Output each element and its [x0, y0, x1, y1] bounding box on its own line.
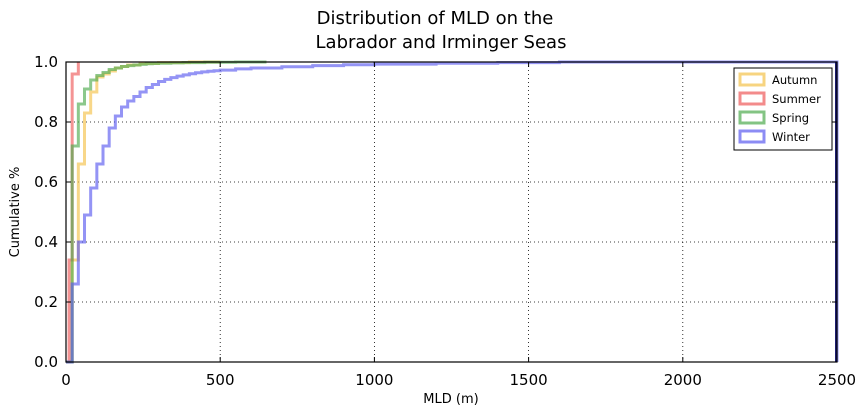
ticks: 0 500 1000 1500 2000 2500 0.0 0.2 0.4 0.6 0.8 1.0	[34, 53, 856, 389]
legend-label-summer: Summer	[772, 92, 821, 106]
legend-swatch-winter	[738, 129, 766, 144]
plot-frame	[65, 61, 838, 363]
chart-title-line-1: Distribution of MLD on the	[317, 8, 554, 29]
y-axis-label: Cumulative %	[8, 167, 23, 258]
y-tick-label: 0.4	[34, 233, 58, 251]
x-tick-label: 500	[206, 371, 235, 389]
y-tick-label: 0.0	[34, 353, 58, 371]
grid	[65, 61, 838, 363]
x-tick-label: 0	[61, 371, 71, 389]
legend-swatch-summer	[738, 91, 766, 106]
legend-swatch-autumn	[738, 72, 766, 87]
x-tick-label: 2000	[664, 371, 702, 389]
x-tick-label: 2500	[818, 371, 856, 389]
series-line-autumn	[66, 60, 221, 364]
x-tick-label: 1000	[355, 371, 393, 389]
legend-box	[733, 67, 833, 151]
y-tick-label: 1.0	[34, 53, 58, 71]
legend-label-winter: Winter	[772, 130, 810, 144]
legend-swatch-spring	[738, 110, 766, 125]
x-tick-label: 1500	[510, 371, 548, 389]
y-tick-label: 0.6	[34, 173, 58, 191]
legend: Autumn Summer Spring Winter	[733, 67, 833, 151]
x-axis-label: MLD (m)	[423, 392, 478, 407]
legend-label-autumn: Autumn	[772, 73, 817, 87]
y-tick-label: 0.2	[34, 293, 58, 311]
y-tick-label: 0.8	[34, 113, 58, 131]
series-layer	[66, 60, 839, 364]
chart-title-line-2: Labrador and Irminger Seas	[316, 32, 567, 53]
series-line-winter	[66, 60, 839, 364]
legend-label-spring: Spring	[772, 111, 809, 125]
series-line-spring	[66, 60, 267, 364]
